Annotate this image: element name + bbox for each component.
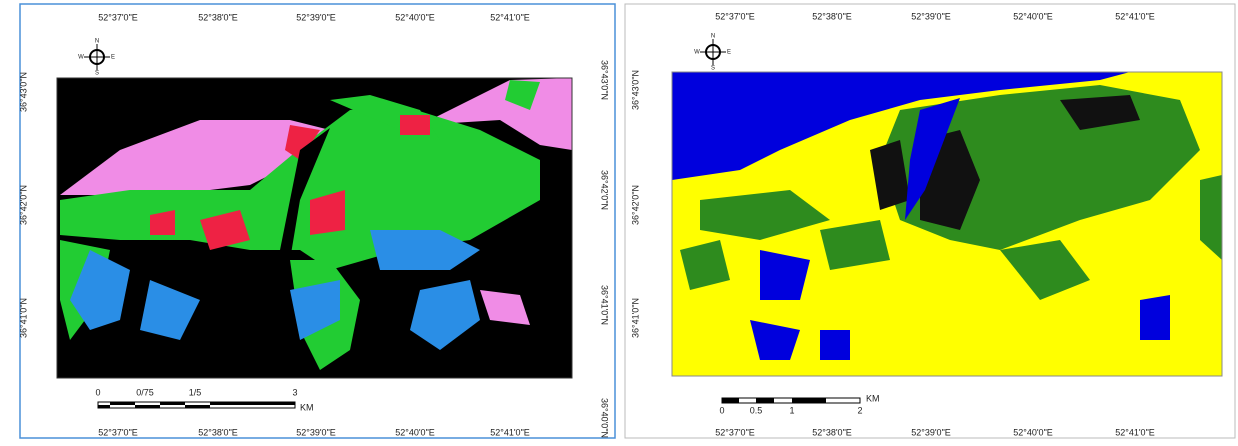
top-coordinate-label: 52°41'0"E xyxy=(1115,11,1155,21)
right-coordinate-label: 36°42'0"N xyxy=(600,170,610,210)
right-coordinate-label: 36°40'0"N xyxy=(600,398,610,438)
left-coordinate-label: 36°43'0"N xyxy=(630,70,640,110)
compass-letter: S xyxy=(95,71,99,77)
scale-label: 0.5 xyxy=(750,405,763,415)
left-coordinate-label: 36°43'0"N xyxy=(18,72,28,112)
scale-label: 2 xyxy=(857,405,862,415)
compass-letter: W xyxy=(78,55,84,61)
bottom-coordinate-label: 52°40'0"E xyxy=(395,427,435,437)
scale-unit: KM xyxy=(866,393,880,403)
scale-bar xyxy=(98,402,295,408)
scale-label: 3 xyxy=(292,387,297,397)
bottom-coordinate-label: 52°41'0"E xyxy=(1115,427,1155,437)
bottom-coordinate-label: 52°37'0"E xyxy=(715,427,755,437)
top-coordinate-label: 52°39'0"E xyxy=(296,12,336,22)
bottom-coordinate-label: 52°39'0"E xyxy=(296,427,336,437)
top-coordinate-label: 52°37'0"E xyxy=(98,12,138,22)
top-coordinate-label: 52°39'0"E xyxy=(911,11,951,21)
scale-bar xyxy=(722,398,860,403)
right-coordinate-label: 36°41'0"N xyxy=(600,285,610,325)
bottom-coordinate-label: 52°37'0"E xyxy=(98,427,138,437)
compass-letter: E xyxy=(727,50,731,56)
bottom-coordinate-label: 52°38'0"E xyxy=(812,427,852,437)
scale-unit: KM xyxy=(300,402,314,412)
page: 52°37'0"E 52°38'0"E 52°39'0"E 52°40'0"E 52°4… xyxy=(0,0,1238,441)
left-coordinate-label: 36°42'0"N xyxy=(630,185,640,225)
scale-label: 1 xyxy=(789,405,794,415)
top-coordinate-label: 52°37'0"E xyxy=(715,11,755,21)
bottom-coordinate-label: 52°38'0"E xyxy=(198,427,238,437)
top-coordinate-label: 52°40'0"E xyxy=(1013,11,1053,21)
left-coordinate-label: 36°41'0"N xyxy=(18,298,28,338)
scale-label: 1/5 xyxy=(189,387,202,397)
compass-letter: N xyxy=(95,39,99,45)
scale-label: 0 xyxy=(719,405,724,415)
top-coordinate-label: 52°38'0"E xyxy=(198,12,238,22)
scale-label: 0/75 xyxy=(136,387,154,397)
bottom-coordinate-label: 52°41'0"E xyxy=(490,427,530,437)
compass-letter: W xyxy=(694,50,700,56)
right-coordinate-label: 36°43'0"N xyxy=(600,60,610,100)
top-coordinate-label: 52°40'0"E xyxy=(395,12,435,22)
scale-label: 0 xyxy=(95,387,100,397)
compass-letter: E xyxy=(111,55,115,61)
top-coordinate-label: 52°41'0"E xyxy=(490,12,530,22)
compass-letter: S xyxy=(711,66,715,72)
left-coordinate-label: 36°42'0"N xyxy=(18,185,28,225)
bottom-coordinate-label: 52°40'0"E xyxy=(1013,427,1053,437)
left-coordinate-label: 36°41'0"N xyxy=(630,298,640,338)
compass-letter: N xyxy=(711,34,715,40)
top-coordinate-label: 52°38'0"E xyxy=(812,11,852,21)
bottom-coordinate-label: 52°39'0"E xyxy=(911,427,951,437)
